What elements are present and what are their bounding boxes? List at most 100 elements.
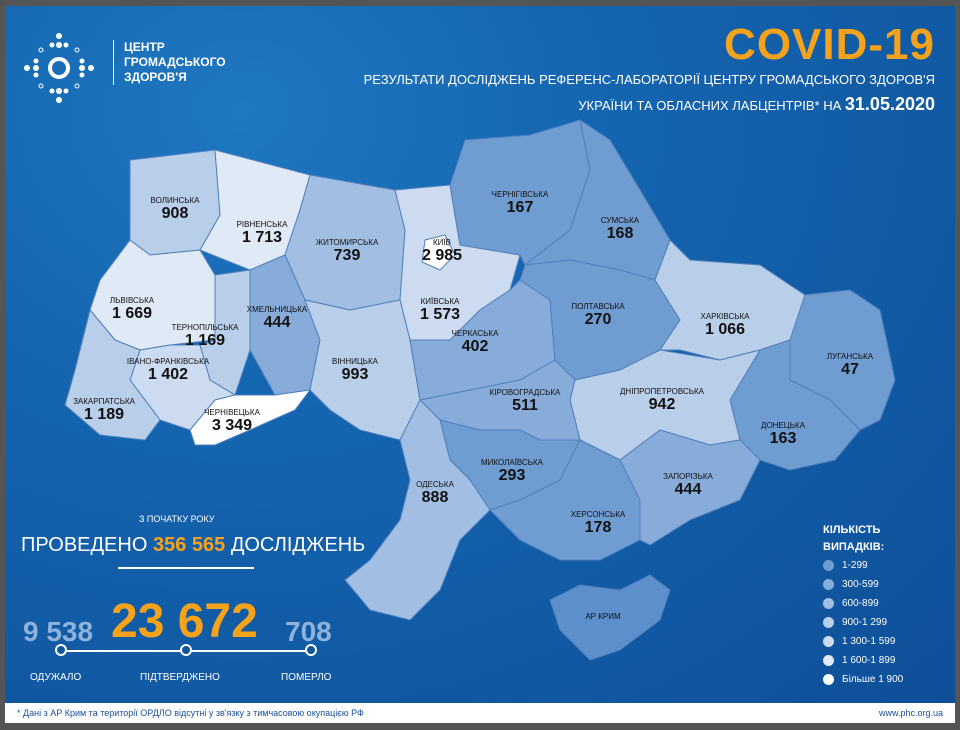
- recovered-dot-icon: [55, 644, 67, 656]
- region-value: 993: [341, 366, 369, 383]
- region-label: ХАРКІВСЬКА 1 066: [701, 312, 750, 338]
- divider: [118, 567, 254, 569]
- region-label: ЗАПОРІЗЬКА 444: [663, 472, 713, 498]
- region-label: ЖИТОМИРСЬКА 739: [316, 238, 379, 264]
- region-name: ЗАКАРПАТСЬКА: [73, 397, 135, 406]
- subtitle-text: УКРАЇНИ ТА ОБЛАСНИХ ЛАБЦЕНТРІВ* НА: [578, 98, 842, 113]
- region-label: ХЕРСОНСЬКА 178: [571, 510, 626, 536]
- legend-label: 1 600-1 899: [842, 655, 896, 666]
- subtitle: РЕЗУЛЬТАТИ ДОСЛІДЖЕНЬ РЕФЕРЕНС-ЛАБОРАТОР…: [363, 72, 935, 87]
- deaths-count: 708: [285, 616, 332, 647]
- region-label: КИЇВ 2 985: [422, 238, 462, 264]
- region-value: 908: [161, 205, 189, 222]
- region-name: АР КРИМ: [585, 612, 621, 621]
- region-name: ІВАНО-ФРАНКІВСЬКА: [126, 357, 210, 366]
- confirmed-label: ПІДТВЕРДЖЕНО: [140, 672, 220, 683]
- legend-label: 300-599: [842, 579, 879, 590]
- report-date: 31.05.2020: [844, 94, 935, 114]
- region-label: КІРОВОГРАДСЬКА 511: [490, 388, 561, 414]
- region-value: 167: [506, 199, 534, 216]
- recovered-label: ОДУЖАЛО: [30, 672, 82, 683]
- region-name: ХАРКІВСЬКА: [700, 312, 750, 321]
- legend-title: КІЛЬКІСТЬ: [823, 524, 881, 536]
- region-value: 739: [333, 247, 361, 264]
- region-zakarpattia: [64, 309, 161, 441]
- region-value: 293: [498, 467, 526, 484]
- legend-item: 1 300-1 599: [823, 632, 903, 651]
- region-name: ЛЬВІВСЬКА: [109, 296, 155, 305]
- phc-logo-icon: [24, 33, 94, 103]
- footer-url[interactable]: www.phc.org.ua: [878, 708, 943, 718]
- logo-line: ГРОМАДСЬКОГО: [124, 55, 226, 69]
- region-name: ХЕРСОНСЬКА: [570, 510, 626, 519]
- region-value: 1 573: [419, 306, 461, 323]
- legend-swatch-icon: [823, 617, 834, 628]
- region-value: 888: [421, 489, 449, 506]
- region-label: ЛУГАНСЬКА 47: [827, 352, 873, 378]
- region-value: 511: [512, 397, 538, 414]
- tests-prefix: ПРОВЕДЕНО: [21, 534, 148, 556]
- region-value: 942: [648, 396, 676, 413]
- region-value: 1 169: [184, 332, 226, 349]
- footer: * Дані з АР Крим та території ОРДЛО відс…: [5, 703, 955, 723]
- region-value: 1 066: [704, 321, 746, 338]
- region-value: 270: [584, 311, 612, 328]
- legend-swatch-icon: [823, 579, 834, 590]
- region-name: КИЇВСЬКА: [420, 297, 460, 306]
- region-name: ОДЕСЬКА: [416, 480, 454, 489]
- region-label: РІВНЕНСЬКА 1 713: [237, 220, 288, 246]
- region-value: 1 669: [111, 305, 153, 322]
- region-label: ДНІПРОПЕТРОВСЬКА 942: [620, 387, 704, 413]
- region-odesa: [344, 399, 491, 621]
- region-name: ЗАПОРІЗЬКА: [663, 472, 713, 481]
- legend-swatch-icon: [823, 674, 834, 685]
- region-name: ЧЕРНІВЕЦЬКА: [204, 408, 260, 417]
- region-label: ВІННИЦЬКА 993: [332, 357, 378, 383]
- region-name: ХМЕЛЬНИЦЬКА: [246, 305, 308, 314]
- region-value: 163: [769, 430, 797, 447]
- region-label: ЧЕРНІГІВСЬКА 167: [492, 190, 549, 216]
- legend-label: 1-299: [842, 560, 868, 571]
- region-name: ЧЕРКАСЬКА: [451, 329, 499, 338]
- logo-text: ЦЕНТР ГРОМАДСЬКОГО ЗДОРОВ'Я: [113, 40, 226, 85]
- region-chernivtsi: [189, 389, 311, 446]
- tests-caption: З ПОЧАТКУ РОКУ: [139, 514, 215, 524]
- legend-swatch-icon: [823, 636, 834, 647]
- region-value: 402: [461, 338, 489, 355]
- region-name: ДНІПРОПЕТРОВСЬКА: [620, 387, 704, 396]
- deaths-dot-icon: [305, 644, 317, 656]
- region-value: 47: [841, 361, 859, 378]
- ukraine-map: [64, 119, 896, 661]
- deaths-label: ПОМЕРЛО: [281, 672, 332, 683]
- region-label: АР КРИМ: [585, 612, 620, 621]
- logo-line: ЦЕНТР: [124, 40, 165, 54]
- legend: КІЛЬКІСТЬ ВИПАДКІВ: 1-299 300-599 600-899 9…: [823, 522, 903, 689]
- region-value: 1 402: [147, 366, 189, 383]
- region-name: ЖИТОМИРСЬКА: [315, 238, 379, 247]
- legend-label: 900-1 299: [842, 617, 888, 628]
- region-value: 178: [584, 519, 612, 536]
- region-name: МИКОЛАЇВСЬКА: [480, 458, 544, 467]
- region-name: РІВНЕНСЬКА: [236, 220, 288, 229]
- region-name: СУМСЬКА: [600, 216, 640, 225]
- region-value: 3 349: [211, 417, 253, 434]
- legend-label: 600-899: [842, 598, 879, 609]
- region-label: ВОЛИНСЬКА 908: [150, 196, 199, 222]
- region-name: ДОНЕЦЬКА: [761, 421, 805, 430]
- region-label: ПОЛТАВСЬКА 270: [571, 302, 624, 328]
- region-label: КИЇВСЬКА 1 573: [420, 297, 460, 323]
- region-label: МИКОЛАЇВСЬКА 293: [481, 458, 543, 484]
- region-label: ЛЬВІВСЬКА 1 669: [110, 296, 154, 322]
- confirmed-dot-icon: [180, 644, 192, 656]
- subtitle-date-line: УКРАЇНИ ТА ОБЛАСНИХ ЛАБЦЕНТРІВ* НА 31.05…: [578, 94, 935, 115]
- region-name: ТЕРНОПІЛЬСЬКА: [171, 323, 239, 332]
- region-name: ЛУГАНСЬКА: [826, 352, 874, 361]
- legend-item: 1 600-1 899: [823, 651, 903, 670]
- legend-item: 300-599: [823, 575, 903, 594]
- region-label: ЗАКАРПАТСЬКА 1 189: [73, 397, 135, 423]
- legend-swatch-icon: [823, 598, 834, 609]
- footer-note: * Дані з АР Крим та території ОРДЛО відс…: [17, 708, 364, 718]
- tests-suffix: ДОСЛІДЖЕНЬ: [230, 534, 366, 556]
- region-value: 444: [263, 314, 291, 331]
- region-label: СУМСЬКА 168: [601, 216, 639, 242]
